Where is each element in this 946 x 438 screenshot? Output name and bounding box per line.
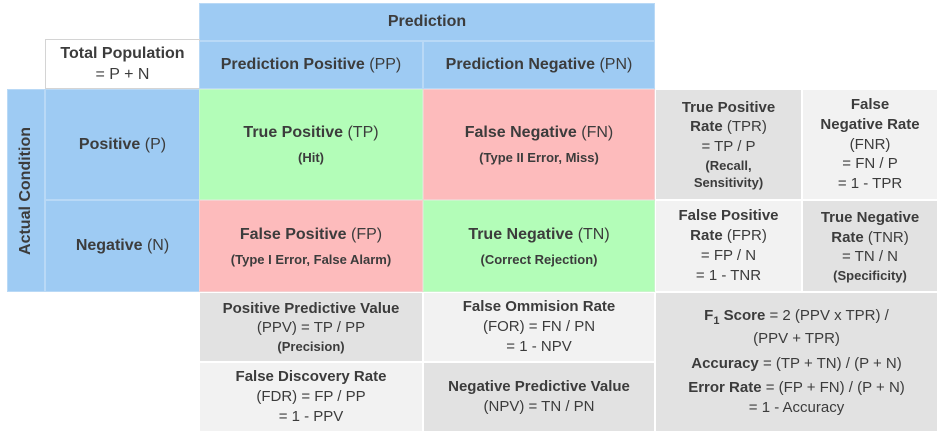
error-rate-line2: = 1 - Accuracy: [748, 399, 845, 417]
fdr-cell: False Discovery Rate (FDR) = FP / PP = 1…: [199, 362, 423, 432]
error-rate-line: Error Rate = (FP + FN) / (P + N): [688, 379, 905, 397]
false-positive-cell: False Positive (FP) (Type I Error, False…: [199, 200, 423, 292]
prediction-negative-header: Prediction Negative (PN): [423, 41, 655, 89]
total-population-formula: = P + N: [95, 66, 150, 83]
false-negative-cell: False Negative (FN) (Type II Error, Miss…: [423, 89, 655, 200]
true-positive-cell: True Positive (TP) (Hit): [199, 89, 423, 200]
for-cell: False Ommision Rate (FOR) = FN / PN = 1 …: [423, 292, 655, 362]
f1-score-line1: F1 Score = 2 (PPV x TPR) /: [704, 307, 889, 328]
ppv-cell: Positive Predictive Value (PPV) = TP / P…: [199, 292, 423, 362]
accuracy-line: Accuracy = (TP + TN) / (P + N): [691, 355, 902, 373]
prediction-header: Prediction: [199, 3, 655, 41]
true-negative-cell: True Negative (TN) (Correct Rejection): [423, 200, 655, 292]
f1-score-line2: (PPV + TPR): [753, 329, 840, 347]
npv-cell: Negative Predictive Value (NPV) = TN / P…: [423, 362, 655, 432]
negative-row-header: Negative (N): [45, 200, 200, 292]
summary-metrics-cell: F1 Score = 2 (PPV x TPR) / (PPV + TPR) A…: [655, 292, 938, 432]
fnr-cell: False Negative Rate (FNR) = FN / P = 1 -…: [802, 89, 938, 200]
fpr-cell: False Positive Rate (FPR) = FP / N = 1 -…: [655, 200, 802, 292]
positive-row-header: Positive (P): [45, 89, 200, 200]
tpr-cell: True Positive Rate (TPR) = TP / P (Recal…: [655, 89, 802, 200]
actual-condition-header: Actual Condition: [7, 89, 45, 292]
prediction-positive-header: Prediction Positive (PP): [199, 41, 423, 89]
tnr-cell: True Negative Rate (TNR) = TN / N (Speci…: [802, 200, 938, 292]
total-population-title: Total Population: [60, 44, 185, 62]
total-population-cell: Total Population = P + N: [45, 39, 200, 89]
